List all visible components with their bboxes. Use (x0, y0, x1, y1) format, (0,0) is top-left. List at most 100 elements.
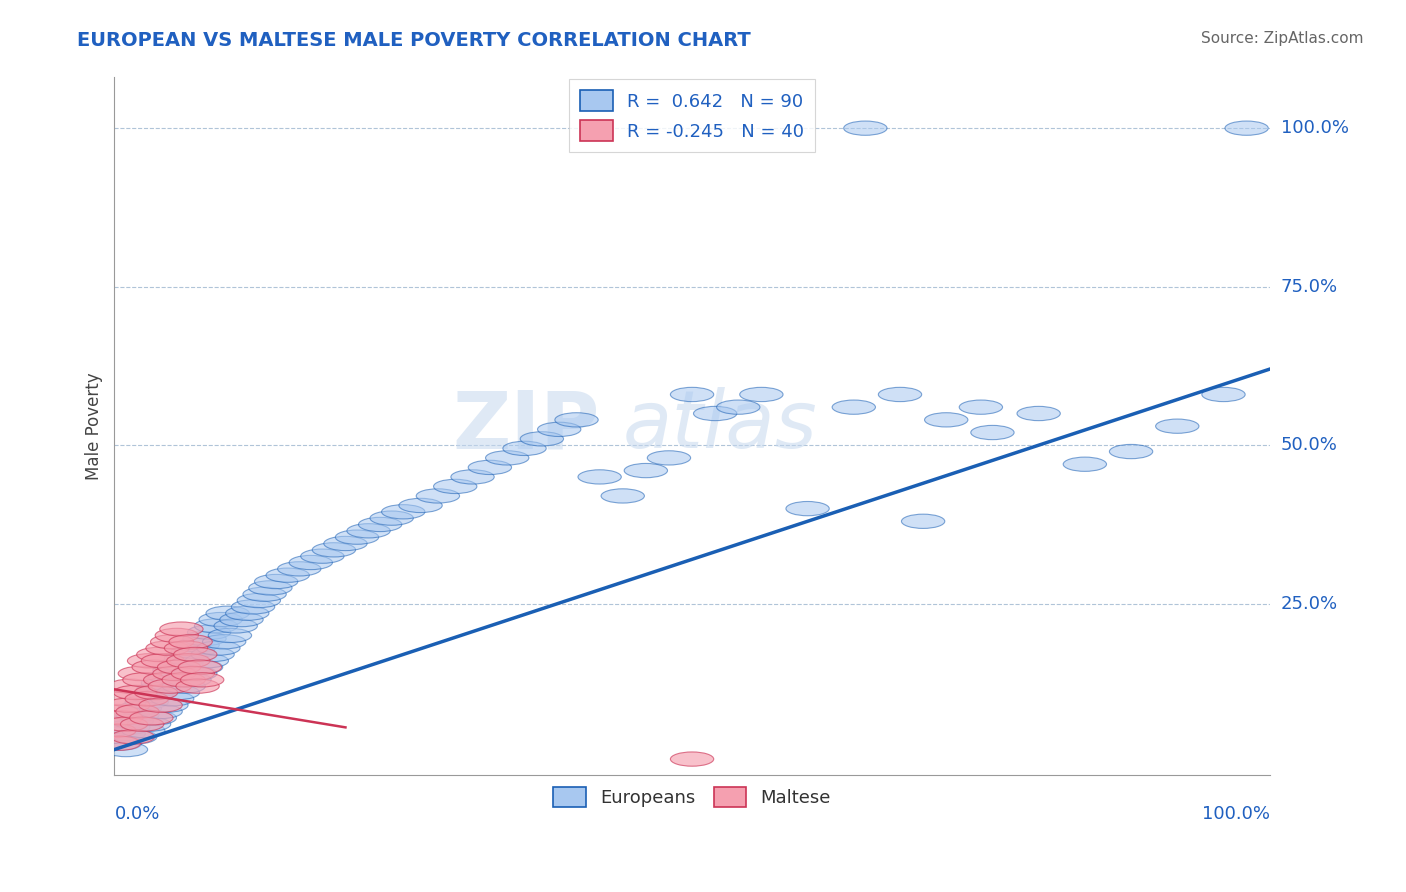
Ellipse shape (740, 387, 783, 401)
Ellipse shape (125, 691, 169, 706)
Ellipse shape (301, 549, 344, 564)
Ellipse shape (172, 644, 215, 658)
Ellipse shape (160, 622, 202, 636)
Ellipse shape (136, 648, 180, 662)
Ellipse shape (578, 470, 621, 484)
Legend: Europeans, Maltese: Europeans, Maltese (546, 780, 838, 814)
Ellipse shape (232, 599, 274, 614)
Ellipse shape (122, 673, 166, 687)
Text: ZIP: ZIP (453, 387, 599, 466)
Ellipse shape (128, 654, 170, 668)
Ellipse shape (197, 641, 240, 656)
Ellipse shape (132, 660, 176, 674)
Ellipse shape (370, 511, 413, 525)
Ellipse shape (111, 730, 155, 744)
Ellipse shape (200, 613, 242, 627)
Ellipse shape (173, 648, 217, 662)
Ellipse shape (108, 679, 152, 693)
Ellipse shape (537, 422, 581, 436)
Ellipse shape (187, 625, 231, 640)
Ellipse shape (139, 698, 183, 713)
Ellipse shape (671, 752, 714, 766)
Ellipse shape (602, 489, 644, 503)
Ellipse shape (169, 634, 212, 648)
Ellipse shape (717, 400, 759, 414)
Ellipse shape (214, 619, 257, 633)
Ellipse shape (433, 479, 477, 493)
Ellipse shape (381, 505, 425, 519)
Ellipse shape (183, 632, 226, 646)
Ellipse shape (121, 717, 165, 731)
Ellipse shape (416, 489, 460, 503)
Ellipse shape (165, 641, 208, 656)
Ellipse shape (156, 685, 200, 699)
Ellipse shape (1225, 121, 1268, 136)
Ellipse shape (153, 663, 197, 677)
Text: 75.0%: 75.0% (1281, 277, 1339, 295)
Ellipse shape (844, 121, 887, 136)
Ellipse shape (162, 679, 205, 693)
Text: EUROPEAN VS MALTESE MALE POVERTY CORRELATION CHART: EUROPEAN VS MALTESE MALE POVERTY CORRELA… (77, 31, 751, 50)
Text: 25.0%: 25.0% (1281, 595, 1339, 613)
Ellipse shape (150, 634, 194, 648)
Ellipse shape (671, 387, 714, 401)
Ellipse shape (238, 593, 280, 607)
Ellipse shape (139, 705, 183, 719)
Ellipse shape (359, 517, 402, 532)
Ellipse shape (179, 660, 222, 674)
Y-axis label: Male Poverty: Male Poverty (86, 372, 103, 480)
Ellipse shape (277, 562, 321, 576)
Ellipse shape (191, 648, 235, 662)
Ellipse shape (786, 501, 830, 516)
Ellipse shape (115, 707, 159, 722)
Text: 100.0%: 100.0% (1202, 805, 1270, 823)
Ellipse shape (97, 736, 141, 750)
Ellipse shape (135, 685, 177, 699)
Ellipse shape (266, 568, 309, 582)
Ellipse shape (249, 581, 292, 595)
Ellipse shape (157, 660, 201, 674)
Ellipse shape (1156, 419, 1199, 434)
Ellipse shape (1063, 457, 1107, 471)
Text: 50.0%: 50.0% (1281, 436, 1337, 454)
Ellipse shape (520, 432, 564, 446)
Ellipse shape (225, 606, 269, 620)
Ellipse shape (125, 695, 169, 709)
Ellipse shape (901, 514, 945, 528)
Ellipse shape (485, 450, 529, 465)
Ellipse shape (208, 628, 252, 642)
Text: atlas: atlas (623, 387, 817, 466)
Ellipse shape (468, 460, 512, 475)
Ellipse shape (100, 711, 143, 725)
Ellipse shape (254, 574, 298, 589)
Ellipse shape (1109, 444, 1153, 458)
Ellipse shape (624, 464, 668, 478)
Ellipse shape (107, 698, 150, 713)
Ellipse shape (243, 587, 287, 601)
Ellipse shape (180, 660, 222, 674)
Ellipse shape (347, 524, 391, 538)
Ellipse shape (104, 742, 148, 756)
Text: Source: ZipAtlas.com: Source: ZipAtlas.com (1201, 31, 1364, 46)
Text: 0.0%: 0.0% (114, 805, 160, 823)
Ellipse shape (167, 654, 209, 668)
Ellipse shape (176, 679, 219, 693)
Ellipse shape (134, 711, 177, 725)
Ellipse shape (172, 666, 215, 681)
Ellipse shape (96, 705, 138, 719)
Ellipse shape (143, 673, 187, 687)
Ellipse shape (103, 691, 145, 706)
Ellipse shape (160, 657, 202, 671)
Ellipse shape (118, 701, 162, 715)
Ellipse shape (647, 450, 690, 465)
Ellipse shape (925, 413, 967, 427)
Ellipse shape (153, 666, 197, 681)
Ellipse shape (162, 673, 205, 687)
Ellipse shape (114, 685, 157, 699)
Ellipse shape (205, 606, 249, 620)
Ellipse shape (451, 470, 495, 484)
Ellipse shape (173, 666, 217, 681)
Ellipse shape (832, 400, 876, 414)
Ellipse shape (122, 723, 165, 738)
Ellipse shape (336, 530, 378, 544)
